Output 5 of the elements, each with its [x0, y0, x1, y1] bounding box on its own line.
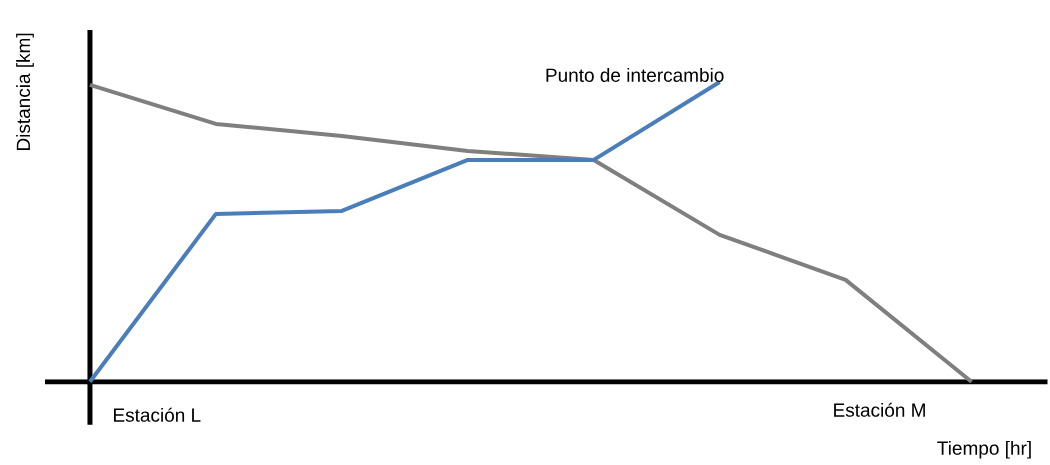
text: Estación L — [114, 407, 201, 422]
text: Punto de intercambio — [546, 68, 724, 82]
y-axis-title: Distancia [km] — [16, 33, 34, 151]
text: Estación M — [834, 402, 925, 417]
x-axis-title: Tiempo [hr] — [937, 440, 1031, 459]
